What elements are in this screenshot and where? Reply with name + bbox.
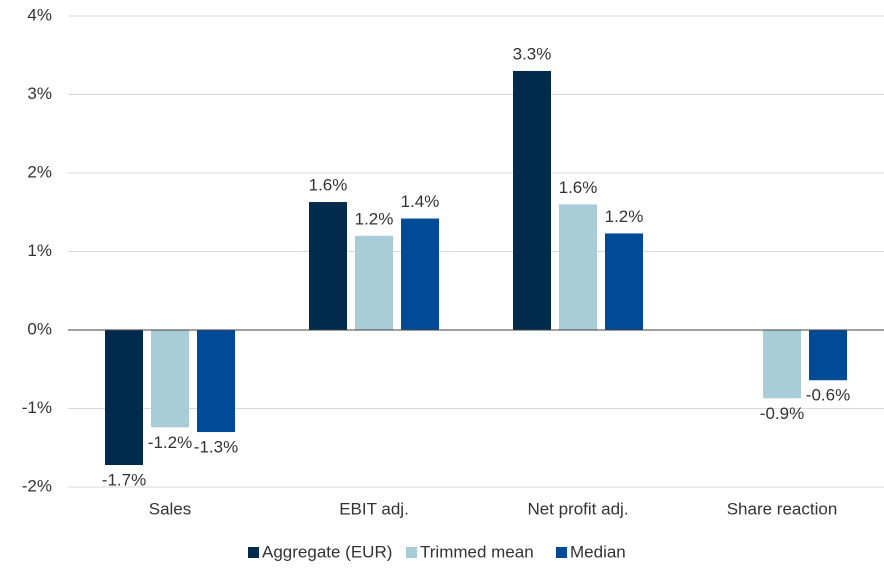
legend-label: Aggregate (EUR) [262, 542, 392, 561]
bar [605, 233, 643, 330]
bar [513, 70, 551, 330]
data-label: 1.4% [401, 192, 440, 211]
data-label: 3.3% [513, 44, 552, 63]
x-tick-label: Sales [149, 499, 192, 518]
data-label: 1.6% [559, 178, 598, 197]
legend-swatch [406, 547, 417, 558]
data-label: -1.2% [148, 433, 192, 452]
x-tick-label: EBIT adj. [339, 499, 409, 518]
data-label: -1.7% [102, 471, 146, 490]
y-tick-label: 2% [27, 162, 52, 181]
data-label: -0.6% [806, 386, 850, 405]
y-tick-label: -1% [22, 398, 52, 417]
legend-label: Trimmed mean [420, 542, 534, 561]
x-tick-label: Share reaction [727, 499, 838, 518]
x-tick-label: Net profit adj. [527, 499, 628, 518]
bar [151, 330, 189, 428]
y-tick-label: 3% [27, 84, 52, 103]
bar [105, 330, 143, 466]
bar [355, 235, 393, 330]
data-label: -0.9% [760, 404, 804, 423]
legend-swatch [248, 547, 259, 558]
y-tick-label: 4% [27, 5, 52, 24]
legend-label: Median [570, 542, 626, 561]
y-tick-label: -2% [22, 476, 52, 495]
bar [309, 202, 347, 330]
bar [809, 330, 847, 381]
data-label: 1.2% [355, 209, 394, 228]
bar [559, 204, 597, 330]
data-label: 1.2% [605, 207, 644, 226]
y-tick-label: 0% [27, 319, 52, 338]
data-label: -1.3% [194, 438, 238, 457]
legend-swatch [556, 547, 567, 558]
data-label: 1.6% [309, 176, 348, 195]
y-tick-label: 1% [27, 241, 52, 260]
bar [197, 330, 235, 433]
bar [763, 330, 801, 399]
bar [401, 218, 439, 330]
